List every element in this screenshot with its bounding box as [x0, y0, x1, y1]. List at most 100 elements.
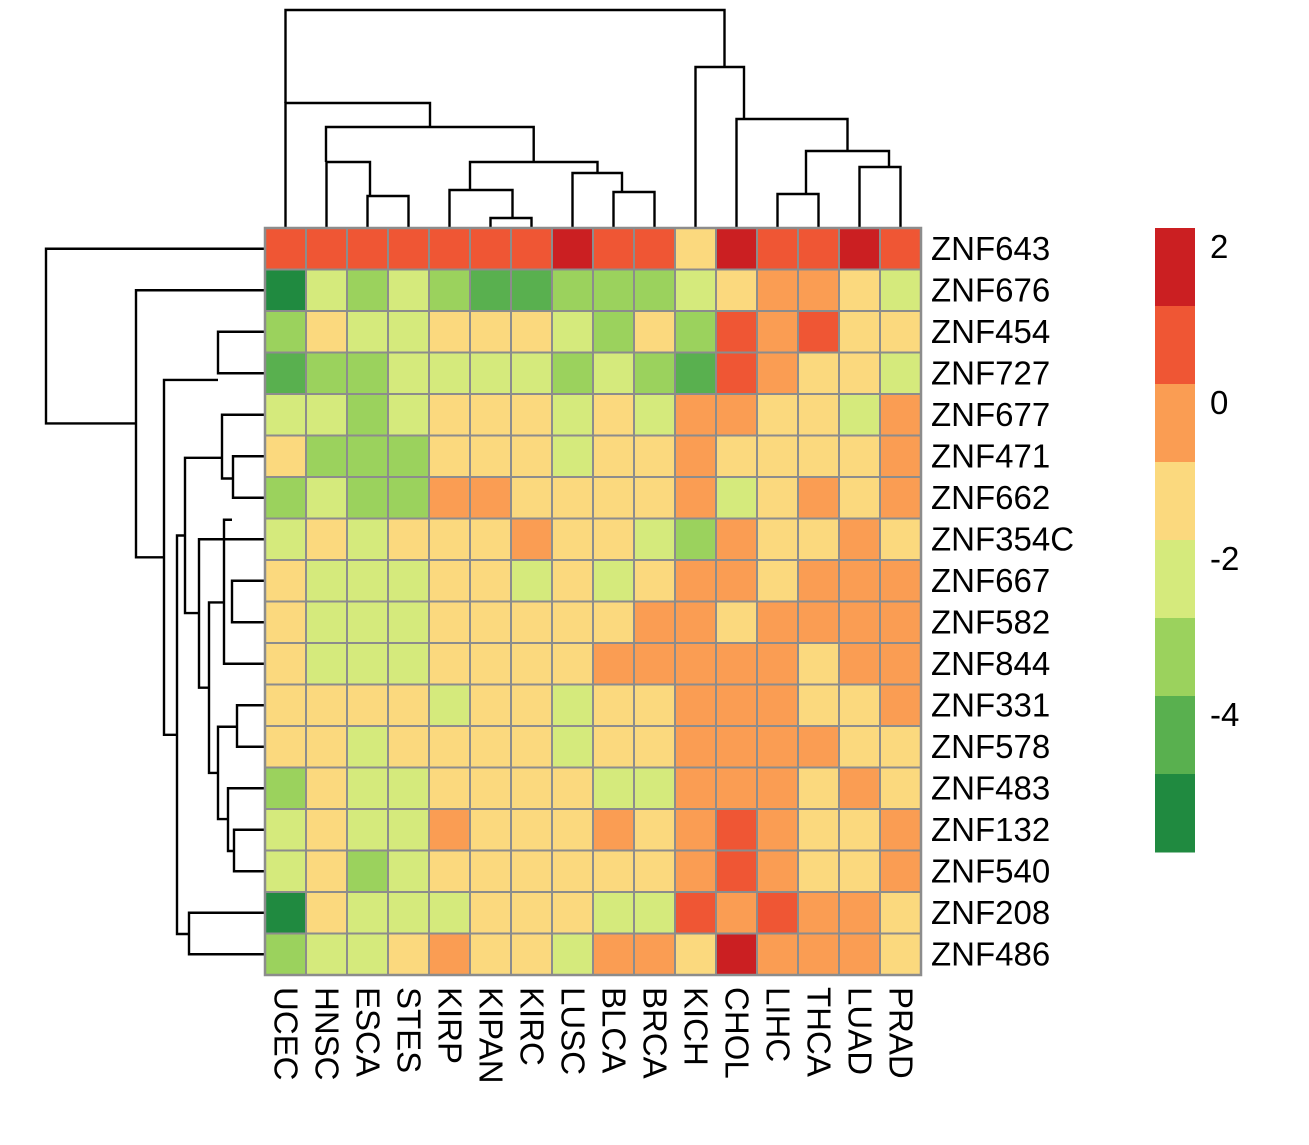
heatmap-cell [428, 932, 471, 976]
heatmap-cell [879, 227, 922, 271]
heatmap-cell [428, 476, 471, 520]
heatmap-cell [510, 268, 553, 312]
heatmap-cell [838, 559, 881, 603]
heatmap-cell [346, 600, 389, 644]
heatmap-cell [633, 227, 676, 271]
heatmap-cell [428, 808, 471, 852]
heatmap-cell [633, 310, 676, 354]
heatmap-cell [264, 932, 307, 976]
heatmap-cell [551, 434, 594, 478]
row-dendrogram-branch [207, 601, 224, 775]
heatmap-cell [551, 476, 594, 520]
column-label: KICH [678, 987, 715, 1066]
heatmap-cell [756, 725, 799, 769]
heatmap-cell [674, 808, 717, 852]
color-legend: 2 0 -2 -4 [1155, 228, 1239, 853]
heatmap-cell [387, 642, 430, 686]
heatmap-cell [428, 434, 471, 478]
heatmap-cell [510, 683, 553, 727]
heatmap-cell [797, 351, 840, 395]
heatmap-cell [797, 725, 840, 769]
heatmap-cells [263, 226, 923, 977]
legend-swatch [1155, 384, 1195, 463]
column-dendrogram-branch [858, 165, 902, 228]
legend-swatch [1155, 696, 1195, 775]
heatmap-cell [715, 393, 758, 437]
row-dendrogram-branch [175, 534, 189, 936]
heatmap-cell [674, 268, 717, 312]
heatmap-cell [305, 725, 348, 769]
column-label: KIRC [514, 987, 551, 1066]
heatmap-cell [387, 683, 430, 727]
heatmap-cell [674, 849, 717, 893]
heatmap-cell [305, 559, 348, 603]
heatmap-cell [756, 849, 799, 893]
heatmap-cell [346, 683, 389, 727]
heatmap-cell [633, 849, 676, 893]
heatmap-cell [346, 393, 389, 437]
heatmap-cell [387, 268, 430, 312]
heatmap-cell [346, 351, 389, 395]
heatmap-cell [264, 808, 307, 852]
heatmap-cell [469, 683, 512, 727]
heatmap-cell [551, 351, 594, 395]
row-label: ZNF483 [931, 769, 1050, 806]
heatmap-cell [305, 642, 348, 686]
column-dendrogram [284, 8, 902, 228]
heatmap-cell [592, 476, 635, 520]
heatmap-cell [387, 766, 430, 810]
legend-swatch [1155, 306, 1195, 385]
row-dendrogram-branch [222, 518, 265, 665]
heatmap-cell [469, 268, 512, 312]
heatmap-cell [428, 268, 471, 312]
column-dendrogram-branch [804, 149, 891, 194]
heatmap-cell [674, 891, 717, 935]
heatmap-cell [264, 849, 307, 893]
heatmap-cell [264, 725, 307, 769]
heatmap-cell [305, 227, 348, 271]
heatmap-cell [510, 600, 553, 644]
heatmap-cell [592, 766, 635, 810]
row-dendrogram-branch [232, 828, 265, 873]
heatmap-cell [346, 849, 389, 893]
heatmap-cell [592, 393, 635, 437]
heatmap-cell [387, 351, 430, 395]
heatmap-cell [879, 683, 922, 727]
heatmap-cell [469, 600, 512, 644]
heatmap-cell [879, 766, 922, 810]
legend-swatch [1155, 618, 1195, 697]
column-label: KIRP [432, 987, 469, 1064]
row-dendrogram [44, 247, 265, 956]
heatmap-cell [715, 642, 758, 686]
heatmap-cell [510, 725, 553, 769]
heatmap-cell [428, 351, 471, 395]
heatmap-cell [838, 393, 881, 437]
heatmap-cell [305, 683, 348, 727]
heatmap-cell [797, 600, 840, 644]
heatmap-cell [838, 310, 881, 354]
heatmap-cell [879, 268, 922, 312]
heatmap-cell [715, 268, 758, 312]
row-label: ZNF132 [931, 811, 1050, 848]
row-label: ZNF677 [931, 396, 1050, 433]
heatmap-cell [387, 434, 430, 478]
heatmap-cell [346, 268, 389, 312]
heatmap-cell [428, 766, 471, 810]
heatmap-cell [551, 808, 594, 852]
heatmap-cell [551, 393, 594, 437]
column-label: PRAD [883, 987, 920, 1079]
heatmap-cell [346, 642, 389, 686]
heatmap-cell [387, 808, 430, 852]
heatmap-cell [756, 766, 799, 810]
heatmap-cell [592, 642, 635, 686]
heatmap-cell [592, 434, 635, 478]
heatmap-cell [346, 932, 389, 976]
column-dendrogram-branch [612, 190, 656, 228]
heatmap-cell [305, 808, 348, 852]
heatmap-cell [387, 891, 430, 935]
legend-swatch [1155, 774, 1195, 853]
heatmap-cell [592, 932, 635, 976]
heatmap-cell [674, 642, 717, 686]
row-label: ZNF662 [931, 479, 1050, 516]
